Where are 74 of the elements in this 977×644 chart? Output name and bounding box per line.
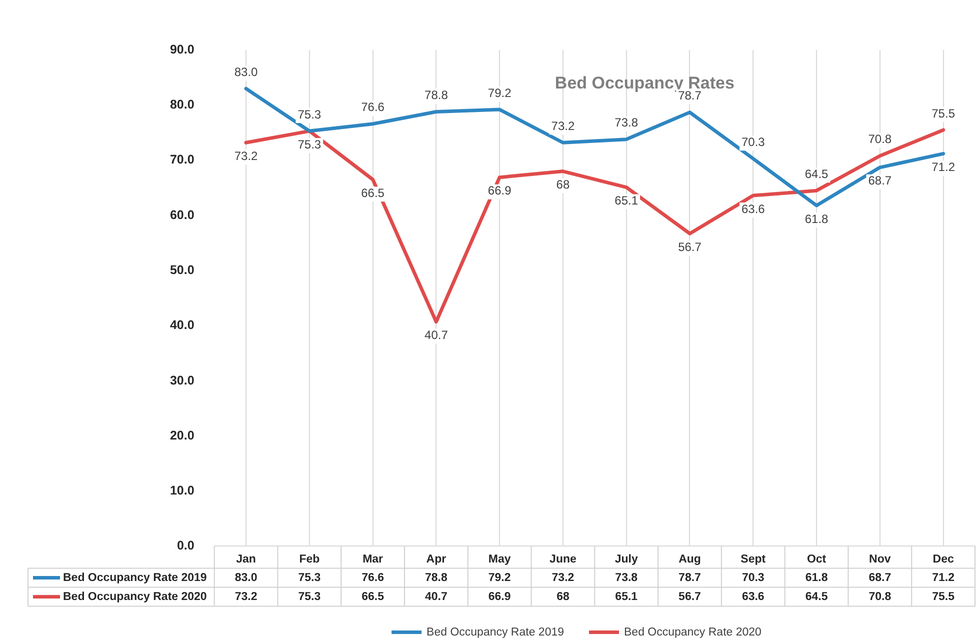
legend-label: Bed Occupancy Rate 2020: [63, 590, 207, 603]
x-tick-label: Dec: [932, 553, 954, 566]
data-label: 66.9: [488, 590, 511, 603]
x-tick-label: Oct: [806, 553, 826, 566]
data-label: 75.3: [298, 572, 321, 584]
text: 78.7: [678, 88, 702, 103]
data-label: 76.6: [362, 572, 384, 584]
x-tick-label: Aug: [678, 553, 701, 566]
data-label: 73.2: [552, 572, 574, 584]
data-label: 65.1: [615, 590, 638, 603]
legend-label: Bed Occupancy Rate 2019: [63, 572, 207, 584]
text: 63.6: [741, 202, 765, 216]
data-label: 70.8: [868, 590, 892, 603]
data-label: 56.7: [678, 590, 701, 603]
y-tick-label: 90.0: [170, 42, 194, 56]
text: 76.6: [361, 100, 384, 114]
x-tick-label: Jan: [236, 553, 256, 566]
x-tick-label: May: [488, 553, 512, 566]
y-tick-label: 10.0: [170, 484, 194, 498]
y-tick-label: 40.0: [170, 318, 194, 332]
data-label: 71.2: [932, 572, 954, 584]
y-tick-label: 70.0: [170, 152, 194, 167]
data-label: 61.8: [805, 572, 828, 584]
text: 66.9: [488, 184, 512, 198]
text: 71.2: [932, 160, 955, 174]
y-tick-label: 20.0: [170, 428, 194, 442]
text: 79.2: [488, 86, 512, 100]
text: 70.3: [741, 134, 765, 149]
text: 68.7: [868, 174, 892, 188]
text: 66.5: [361, 186, 384, 200]
text: 40.7: [424, 328, 448, 342]
text: Bed Occupancy Rate 2020: [624, 626, 762, 638]
text: 73.2: [234, 148, 258, 163]
data-label: 75.5: [932, 590, 956, 603]
data-label: 78.8: [424, 572, 448, 584]
y-tick-label: 0.0: [176, 538, 194, 553]
x-tick-label: Nov: [869, 553, 892, 566]
text: 61.8: [804, 212, 828, 226]
x-tick-label: Apr: [426, 553, 447, 566]
x-tick-label: Mar: [362, 553, 384, 566]
y-tick-label: 30.0: [170, 373, 194, 388]
data-label: 78.7: [678, 572, 701, 584]
x-tick-label: June: [550, 553, 576, 566]
text: 75.5: [932, 106, 955, 120]
data-label: 63.6: [742, 590, 764, 603]
data-label: 70.3: [742, 572, 764, 584]
text: 75.3: [298, 107, 322, 122]
text: 75.3: [298, 137, 322, 152]
data-label: 40.7: [424, 590, 448, 603]
data-label: 73.8: [615, 572, 638, 584]
data-label: 66.5: [362, 590, 385, 603]
y-tick-label: 60.0: [170, 208, 194, 222]
data-label: 73.2: [234, 590, 258, 603]
data-label: 68.7: [868, 572, 892, 584]
text: 68: [556, 178, 570, 192]
text: 73.8: [614, 116, 638, 130]
text: 73.2: [551, 118, 575, 133]
y-tick-label: 80.0: [170, 98, 194, 112]
x-tick-label: Sept: [740, 553, 766, 566]
data-label: 75.3: [298, 590, 321, 603]
text: 56.7: [678, 240, 702, 254]
y-tick-label: 50.0: [170, 262, 194, 277]
data-label: 68: [556, 590, 570, 603]
text: 70.8: [868, 132, 892, 146]
text: Bed Occupancy Rate 2019: [426, 626, 564, 638]
x-tick-label: July: [614, 553, 638, 566]
text: 64.5: [804, 166, 828, 181]
text: 83.0: [234, 64, 258, 79]
x-tick-label: Feb: [299, 553, 320, 566]
data-label: 83.0: [234, 572, 258, 584]
text: 65.1: [614, 194, 638, 208]
text: 78.8: [424, 88, 448, 102]
data-label: 79.2: [488, 572, 511, 584]
data-label: 64.5: [805, 590, 828, 603]
